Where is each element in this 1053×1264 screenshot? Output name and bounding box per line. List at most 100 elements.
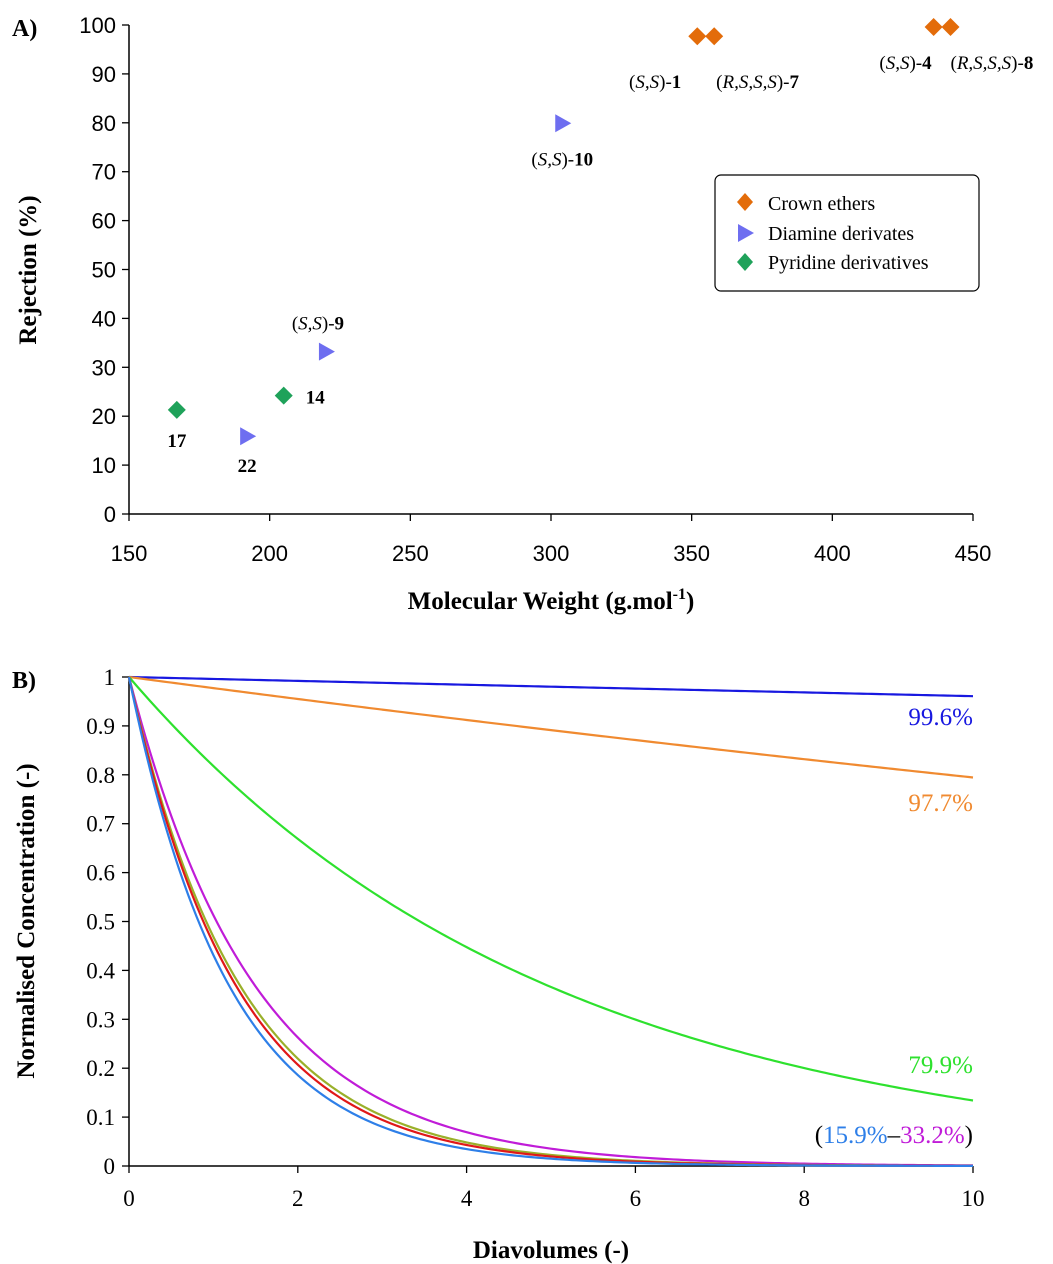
label-number: 8: [1024, 53, 1034, 74]
a-point-marker: [941, 17, 960, 36]
a-y-axis-label: Rejection (%): [15, 195, 42, 344]
a-point-label: (R,S,S,S)-8: [950, 53, 1033, 74]
annotation-97-7: 97.7%: [908, 790, 973, 817]
label-stereo: S,S: [635, 72, 659, 93]
a-point-label: (S,S)-1: [629, 72, 681, 93]
a-y-tick-label: 20: [92, 404, 116, 429]
label-stereo: R,S,S,S: [722, 72, 778, 93]
a-point-label: (R,S,S,S)-7: [716, 72, 799, 93]
label-post: )-: [561, 149, 574, 170]
a-y-tick-label: 80: [92, 111, 116, 136]
range-high: 33.2%: [900, 1122, 965, 1149]
b-curve: [128, 675, 974, 698]
b-curve: [128, 675, 974, 779]
label-stereo: S,S: [538, 149, 562, 170]
b-x-tick-label: 8: [798, 1186, 810, 1211]
label-pre: (: [629, 72, 635, 93]
range-dash: –: [887, 1122, 901, 1149]
legend-crown-marker: [737, 193, 753, 211]
label-number: 10: [574, 149, 593, 170]
panel-a-label: A): [12, 16, 37, 42]
a-x-tick-label: 450: [955, 541, 992, 566]
label-number: 17: [167, 431, 187, 452]
label-stereo: S,S: [886, 53, 910, 74]
label-number: 7: [790, 72, 800, 93]
legend-diamine-label: Diamine derivates: [768, 223, 914, 245]
label-pre: (: [531, 149, 537, 170]
a-y-tick-label: 40: [92, 306, 116, 331]
label-number: 1: [672, 72, 682, 93]
a-x-tick-label: 150: [111, 541, 148, 566]
a-point-marker: [274, 386, 293, 405]
panel-b-axes: [128, 677, 973, 1167]
panel-b-label: B): [12, 668, 36, 694]
label-post: )-: [322, 314, 335, 335]
b-curve: [127, 676, 974, 1167]
b-y-tick-label: 0.4: [86, 958, 115, 983]
b-y-ticks: 0 0.1 0.2 0.3 0.4 0.5 0.6 0.7 0.8 0.9 1: [86, 665, 129, 1179]
a-point-label: 17: [167, 431, 187, 452]
b-curve: [128, 676, 974, 1102]
a-point-marker: [555, 114, 572, 133]
label-pre: (: [716, 72, 722, 93]
b-x-tick-label: 6: [630, 1186, 642, 1211]
b-annotations: 99.6% 97.7% 79.9% (15.9%–33.2%): [815, 704, 973, 1149]
a-y-tick-label: 30: [92, 355, 116, 380]
a-y-tick-label: 70: [92, 160, 116, 185]
label-post: )-: [1011, 53, 1024, 74]
legend-pyridine-label: Pyridine derivatives: [768, 252, 929, 274]
a-x-label-sup: -1: [673, 586, 686, 603]
a-x-axis-label: Molecular Weight (g.mol-1): [408, 586, 695, 615]
panel-b: B) 0 0.1 0.2 0.3 0.4 0.5 0.6 0.7 0.8 0.9 1 0 2 4 6 8 10…: [12, 665, 985, 1264]
b-y-tick-label: 0.3: [86, 1007, 115, 1032]
legend-crown-label: Crown ethers: [768, 193, 875, 215]
label-number: 14: [306, 388, 326, 409]
a-x-tick-label: 400: [814, 541, 851, 566]
label-pre: (: [879, 53, 885, 74]
b-curve: [127, 676, 974, 1167]
a-y-tick-label: 0: [104, 502, 116, 527]
b-y-axis-label: Normalised Concentration (-): [13, 763, 40, 1078]
b-x-axis-label: Diavolumes (-): [473, 1237, 629, 1264]
a-point-label: (S,S)-10: [531, 149, 593, 170]
a-y-tick-label: 60: [92, 209, 116, 234]
b-y-tick-label: 0.7: [86, 812, 115, 837]
a-y-tick-label: 50: [92, 258, 116, 283]
a-legend: Crown ethers Diamine derivates Pyridine …: [714, 174, 980, 292]
b-x-ticks: 0 2 4 6 8 10: [123, 1166, 985, 1211]
a-y-tick-label: 90: [92, 62, 116, 87]
label-post: )-: [777, 72, 790, 93]
a-x-label-end: ): [686, 588, 694, 615]
b-curve: [127, 676, 973, 1167]
a-point-marker: [924, 17, 943, 36]
b-x-tick-label: 4: [461, 1186, 473, 1211]
b-y-tick-label: 1: [104, 665, 116, 690]
a-data-points: [167, 17, 960, 446]
b-y-tick-label: 0.2: [86, 1056, 115, 1081]
label-pre: (: [950, 53, 956, 74]
legend-pyridine-marker: [737, 253, 753, 271]
b-curve: [127, 676, 973, 1167]
annotation-79-9: 79.9%: [908, 1052, 973, 1079]
b-x-tick-label: 10: [962, 1186, 985, 1211]
label-number: 4: [922, 53, 932, 74]
a-x-tick-label: 250: [392, 541, 429, 566]
a-x-tick-label: 300: [533, 541, 570, 566]
b-y-tick-label: 0.9: [86, 714, 115, 739]
annotation-range: (15.9%–33.2%): [815, 1122, 973, 1149]
a-point-marker: [240, 427, 257, 446]
a-point-labels: (S,S)-1 (R,S,S,S)-7(S,S)-4 (R,S,S,S)-8(S,S…: [167, 53, 1033, 477]
a-point-marker: [688, 27, 707, 46]
a-y-ticks: 0 10 20 30 40 50 60 70 80 90 100: [79, 13, 129, 527]
a-point-marker: [705, 27, 724, 46]
b-y-tick-label: 0.6: [86, 861, 115, 886]
a-point-label: 22: [238, 456, 257, 477]
label-pre: (: [292, 314, 298, 335]
b-y-tick-label: 0: [104, 1154, 116, 1179]
a-y-tick-label: 10: [92, 453, 116, 478]
legend-box: [714, 174, 980, 292]
a-x-tick-label: 200: [251, 541, 288, 566]
a-point-marker: [318, 342, 335, 361]
a-x-label-main: Molecular Weight (g.mol: [408, 588, 673, 615]
